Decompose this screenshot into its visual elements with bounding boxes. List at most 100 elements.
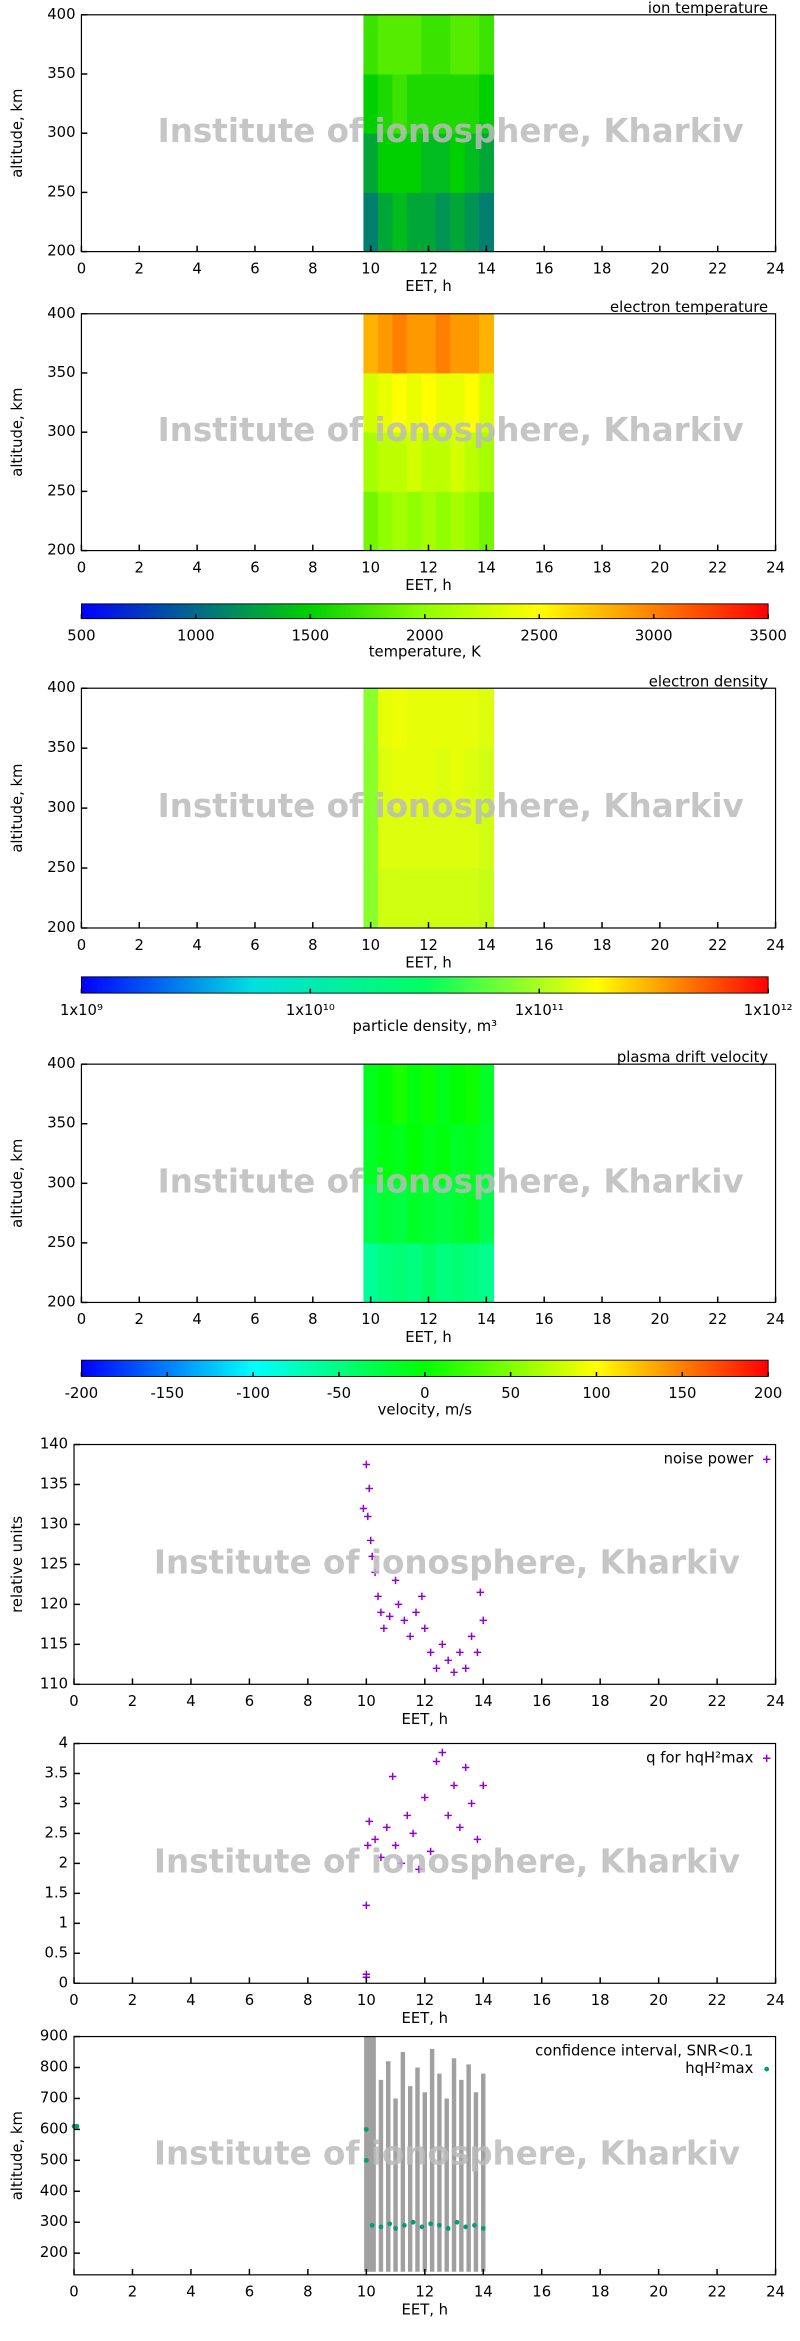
- point: [462, 1664, 470, 1673]
- colorbar-tick-label: 0: [420, 1385, 429, 1402]
- x-tick-label: 18: [591, 2284, 610, 2301]
- x-tick-label: 0: [77, 937, 86, 954]
- x-tick-label: 2: [135, 937, 144, 954]
- heat-cell: [406, 133, 422, 193]
- heat-cell: [450, 372, 466, 433]
- x-tick-label: 22: [708, 2284, 727, 2301]
- colorbar-tick-label: -50: [327, 1385, 351, 1402]
- x-axis-label: EET, h: [402, 2010, 449, 2027]
- x-tick-label: 22: [708, 937, 727, 954]
- point: [359, 1504, 368, 1513]
- heat-cell: [392, 491, 408, 552]
- point: [444, 1656, 452, 1665]
- x-tick-label: 20: [649, 2284, 668, 2301]
- point: [418, 1592, 426, 1601]
- heat-cell: [406, 688, 422, 749]
- y-tick-label: 500: [40, 2151, 68, 2168]
- colorbar-tick-label: 3000: [635, 627, 673, 644]
- point: [432, 1664, 441, 1673]
- heat-cell: [377, 491, 393, 552]
- heat-cell: [479, 491, 495, 552]
- point: [410, 2219, 416, 2225]
- heat-cell: [479, 868, 495, 929]
- point: [74, 2123, 80, 2129]
- x-axis-label: EET, h: [405, 955, 452, 972]
- y-tick-label: 140: [40, 1436, 68, 1453]
- watermark: Institute of ionosphere, Kharkiv: [154, 1543, 740, 1581]
- colorbar-tick-label: -150: [150, 1385, 184, 1402]
- colorbar-tick-label: -200: [65, 1385, 99, 1402]
- x-tick-label: 8: [303, 2284, 312, 2301]
- heat-cell: [377, 133, 393, 193]
- point: [401, 2222, 407, 2228]
- colorbar-tick-label: 1x10⁹: [60, 1002, 103, 1019]
- heat-cell: [392, 688, 408, 749]
- x-tick-label: 24: [766, 2284, 785, 2301]
- heat-cell: [392, 1242, 408, 1303]
- point: [456, 1823, 464, 1832]
- point: [473, 1648, 482, 1657]
- heat-cell: [392, 748, 408, 809]
- y-tick-label: 350: [47, 1115, 75, 1132]
- x-tick-label: 18: [593, 1311, 612, 1328]
- heat-cell: [421, 133, 437, 193]
- heat-cell: [464, 491, 480, 552]
- colorbar-tick-label: -100: [236, 1385, 270, 1402]
- x-tick-label: 22: [708, 1992, 727, 2009]
- point: [400, 1616, 409, 1625]
- colorbar-tick-label: 2000: [406, 627, 444, 644]
- y-tick-label: 110: [40, 1675, 68, 1692]
- x-tick-label: 14: [474, 1992, 493, 2009]
- x-tick-label: 10: [361, 1311, 380, 1328]
- heat-cell: [363, 192, 379, 253]
- heat-cell: [406, 313, 422, 374]
- colorbar-tick-label: 50: [501, 1385, 520, 1402]
- heat-cell: [377, 1242, 393, 1303]
- y-tick-label: 200: [47, 1293, 75, 1310]
- heat-cell: [363, 1242, 379, 1303]
- x-tick-label: 20: [649, 1693, 668, 1710]
- y-tick-label: 2.5: [45, 1824, 69, 1841]
- point: [367, 1536, 375, 1545]
- heat-cell: [377, 688, 393, 749]
- point: [412, 1608, 420, 1617]
- x-tick-label: 8: [308, 1311, 317, 1328]
- heat-cell: [435, 748, 451, 809]
- y-tick-label: 700: [40, 2089, 68, 2106]
- y-tick-label: 250: [47, 859, 75, 876]
- y-axis-label: altitude, km: [9, 2111, 26, 2200]
- y-axis-label: relative units: [9, 1516, 26, 1613]
- point: [467, 1799, 476, 1808]
- y-axis-label: altitude, km: [9, 89, 26, 178]
- heat-cell: [464, 808, 480, 869]
- point: [421, 1624, 429, 1633]
- colorbar-tick-label: 3500: [749, 627, 787, 644]
- heat-cell: [479, 14, 495, 75]
- x-tick-label: 12: [419, 937, 438, 954]
- x-axis-label: EET, h: [405, 577, 452, 594]
- x-tick-label: 6: [250, 937, 259, 954]
- heat-cell: [363, 1183, 379, 1244]
- heat-cell: [435, 1123, 451, 1184]
- y-tick-label: 200: [47, 919, 75, 936]
- heat-cell: [363, 313, 379, 374]
- x-tick-label: 2: [135, 559, 144, 576]
- heat-cell: [392, 432, 408, 492]
- y-tick-label: 300: [47, 124, 75, 141]
- heat-cell: [363, 688, 379, 749]
- x-tick-label: 8: [308, 559, 317, 576]
- x-tick-label: 12: [419, 260, 438, 277]
- point: [454, 2219, 460, 2225]
- heat-cell: [377, 74, 393, 134]
- heat-cell: [377, 748, 393, 809]
- heat-cell: [363, 1123, 379, 1184]
- colorbar-label: velocity, m/s: [378, 1401, 472, 1418]
- x-tick-label: 4: [192, 260, 201, 277]
- point: [476, 1588, 485, 1597]
- y-axis-label: altitude, km: [9, 1139, 26, 1228]
- y-tick-label: 400: [47, 679, 75, 696]
- heat-cell: [435, 74, 451, 134]
- x-tick-label: 16: [535, 1311, 554, 1328]
- heat-cell: [464, 133, 480, 193]
